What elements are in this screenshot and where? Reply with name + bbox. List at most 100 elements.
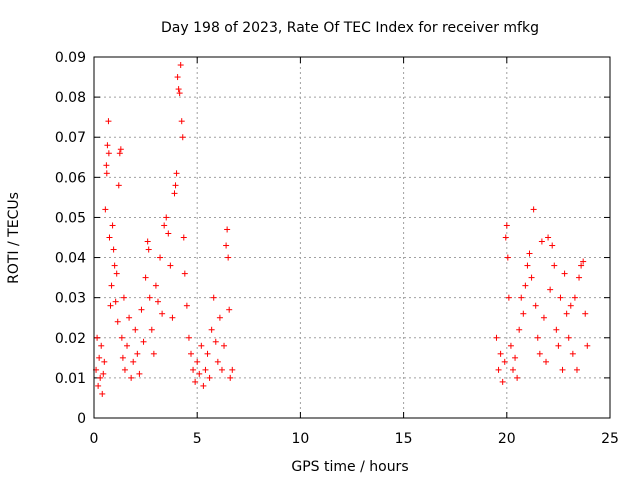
data-point xyxy=(495,366,502,373)
data-point xyxy=(117,146,124,153)
x-tick-label: 15 xyxy=(395,431,413,447)
data-point xyxy=(116,150,123,157)
data-point xyxy=(176,90,183,97)
data-point xyxy=(105,118,112,125)
data-point xyxy=(502,234,509,241)
data-point xyxy=(159,310,166,317)
data-point xyxy=(115,182,122,189)
data-point xyxy=(223,242,230,249)
data-point xyxy=(106,234,113,241)
tick-layer: 0 5 10 15 20 25 0 0.01 0.02 0.03 0.04 0.05 0.06 0.07 0… xyxy=(55,50,619,447)
data-point xyxy=(145,246,152,253)
data-point xyxy=(177,62,184,69)
data-point xyxy=(512,354,519,361)
data-point xyxy=(553,326,560,333)
x-tick-label: 5 xyxy=(193,431,202,447)
data-point xyxy=(113,270,120,277)
data-point xyxy=(551,262,558,269)
data-point xyxy=(99,390,106,397)
y-tick-label: 0.08 xyxy=(55,90,86,106)
data-point xyxy=(140,338,147,345)
data-point xyxy=(561,270,568,277)
data-point xyxy=(503,222,510,229)
data-point xyxy=(505,294,512,301)
data-point xyxy=(204,350,211,357)
data-point xyxy=(144,238,151,245)
data-point xyxy=(119,354,126,361)
data-point xyxy=(103,170,110,177)
x-tick-label: 10 xyxy=(291,431,309,447)
data-point xyxy=(110,246,117,253)
y-tick-label: 0.06 xyxy=(55,170,86,186)
data-point xyxy=(567,302,574,309)
data-point xyxy=(518,294,525,301)
data-point xyxy=(202,366,209,373)
grid-layer xyxy=(94,57,610,418)
data-point xyxy=(214,358,221,365)
data-point xyxy=(126,314,133,321)
data-point xyxy=(121,366,128,373)
data-point xyxy=(183,302,190,309)
data-point xyxy=(173,170,180,177)
data-point xyxy=(171,190,178,197)
data-point xyxy=(532,302,539,309)
data-point xyxy=(516,326,523,333)
data-point xyxy=(569,350,576,357)
data-point xyxy=(179,134,186,141)
data-point xyxy=(501,358,508,365)
data-point xyxy=(194,358,201,365)
y-tick-label: 0.07 xyxy=(55,130,86,146)
data-point xyxy=(97,374,104,381)
data-point xyxy=(196,370,203,377)
data-point xyxy=(120,294,127,301)
data-point xyxy=(580,258,587,265)
data-point xyxy=(559,366,566,373)
data-point xyxy=(112,298,119,305)
data-point xyxy=(148,326,155,333)
data-point xyxy=(507,342,514,349)
data-point xyxy=(124,342,131,349)
data-point xyxy=(188,350,195,357)
data-point xyxy=(563,310,570,317)
x-tick-label: 0 xyxy=(90,431,99,447)
data-point xyxy=(555,342,562,349)
y-tick-label: 0 xyxy=(77,411,86,427)
data-point xyxy=(154,298,161,305)
data-point xyxy=(578,262,585,269)
data-point xyxy=(226,306,233,313)
data-points xyxy=(93,62,591,397)
data-point xyxy=(534,334,541,341)
data-point xyxy=(528,274,535,281)
data-point xyxy=(114,318,121,325)
data-point xyxy=(104,142,111,149)
data-point xyxy=(132,326,139,333)
y-tick-label: 0.01 xyxy=(55,371,86,387)
data-point xyxy=(504,254,511,261)
data-point xyxy=(108,282,115,289)
data-point xyxy=(573,366,580,373)
data-point xyxy=(138,306,145,313)
data-point xyxy=(522,282,529,289)
data-point xyxy=(499,378,506,385)
data-point xyxy=(212,338,219,345)
data-point xyxy=(142,274,149,281)
data-point xyxy=(198,342,205,349)
data-point xyxy=(128,374,135,381)
data-point xyxy=(134,350,141,357)
data-point xyxy=(206,374,213,381)
data-point xyxy=(493,334,500,341)
data-point xyxy=(109,222,116,229)
data-point xyxy=(520,310,527,317)
data-point xyxy=(524,262,531,269)
y-tick-label: 0.05 xyxy=(55,210,86,226)
data-point xyxy=(174,74,181,81)
data-point xyxy=(118,334,125,341)
x-tick-label: 25 xyxy=(601,431,619,447)
data-point xyxy=(218,366,225,373)
data-point xyxy=(576,274,583,281)
data-point xyxy=(543,358,550,365)
data-point xyxy=(221,342,228,349)
data-point xyxy=(169,314,176,321)
data-point xyxy=(224,226,231,233)
